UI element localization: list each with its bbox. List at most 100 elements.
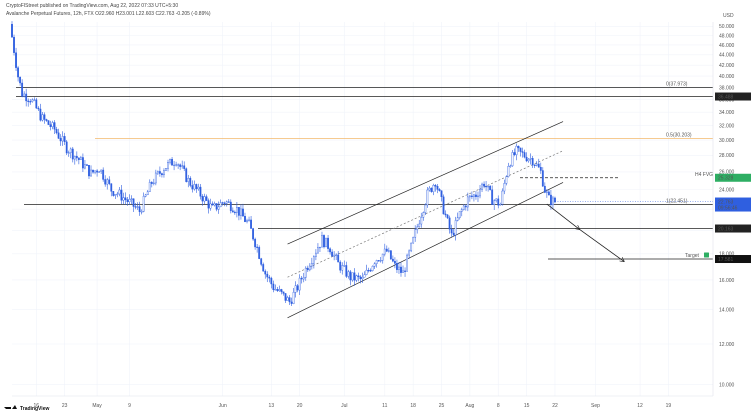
candle [94, 170, 96, 175]
candle [171, 157, 173, 166]
candle [408, 249, 411, 259]
candle [41, 112, 44, 122]
candle [132, 198, 135, 213]
candle [193, 180, 196, 191]
candle-body [114, 194, 117, 196]
candle-body [262, 264, 265, 272]
candle-body [282, 291, 285, 294]
candle [114, 194, 117, 199]
candle [505, 175, 508, 186]
candle-body [264, 270, 267, 275]
candle [454, 216, 457, 241]
candle-body [323, 235, 325, 248]
candle-body [495, 198, 498, 201]
candle-body [41, 114, 44, 121]
channel-line-middle [287, 150, 564, 278]
candle [379, 256, 382, 263]
candle [244, 212, 246, 223]
candle-body [235, 207, 238, 213]
candle-body [274, 289, 277, 291]
candle [79, 155, 82, 160]
y-tick-label: 16.000 [719, 278, 735, 284]
candle [233, 210, 236, 215]
candle [92, 169, 94, 174]
candle-body [367, 269, 370, 272]
candle [270, 276, 273, 289]
candle-body [537, 163, 540, 168]
candle-body [468, 195, 471, 198]
candle [130, 195, 133, 204]
candle [150, 181, 153, 188]
y-tick-label: 32.000 [719, 124, 735, 130]
candle [432, 183, 435, 196]
candle [252, 227, 255, 241]
candle-body [422, 212, 425, 218]
candle [416, 223, 419, 234]
candle-body [396, 263, 398, 270]
candle [63, 132, 66, 145]
candle [396, 259, 398, 274]
candle-body [67, 152, 70, 154]
candle [27, 98, 30, 107]
candle [475, 191, 477, 200]
candle-body [410, 242, 413, 252]
candle [394, 257, 396, 269]
candle-body [300, 277, 303, 280]
candle [187, 174, 190, 188]
candle [134, 202, 137, 210]
candle [456, 212, 459, 222]
candle [398, 262, 400, 274]
candle [75, 151, 78, 162]
candle [209, 198, 212, 211]
candle-body [57, 132, 60, 139]
axis-price-label: 17.581 [718, 257, 734, 263]
candle-body [142, 195, 145, 212]
x-tick-label: 15 [524, 403, 530, 409]
candle-body [55, 129, 58, 134]
candle [402, 265, 404, 273]
candle [412, 236, 415, 244]
candle [527, 158, 530, 163]
candle [329, 247, 331, 255]
candle-body [345, 265, 348, 277]
candle-body [63, 136, 66, 143]
candle-body [475, 194, 477, 197]
candle-body [82, 157, 84, 169]
candle-body [207, 200, 210, 209]
candle-body [446, 214, 449, 219]
candle [367, 267, 370, 273]
candle [112, 190, 115, 197]
axis-price-tag [715, 173, 751, 182]
candle-body [120, 189, 123, 201]
candle [274, 284, 277, 291]
candle-body [497, 198, 500, 206]
x-tick-label: 12 [637, 403, 643, 409]
candle-body [479, 189, 481, 197]
candle [501, 188, 504, 206]
x-tick-label: 18 [410, 403, 416, 409]
candle-body [543, 185, 546, 193]
candle [306, 265, 309, 273]
x-tick-label: 16 [34, 403, 40, 409]
candle-body [158, 171, 161, 174]
candle-body [369, 270, 372, 272]
candle [349, 269, 352, 286]
candle-body [317, 247, 319, 254]
candle [493, 199, 496, 211]
candle [69, 147, 72, 159]
candle-body [416, 226, 419, 230]
candle [223, 201, 226, 207]
candle [448, 215, 451, 234]
candle-body [256, 246, 259, 248]
candle-body [13, 36, 15, 53]
candle-body [227, 201, 230, 203]
candle [351, 272, 354, 282]
candle [361, 272, 364, 284]
candle-body [387, 250, 390, 252]
axis-price-label: 36.488 [718, 94, 734, 100]
candle-body [375, 260, 378, 264]
candle-body [420, 217, 423, 225]
candle [254, 237, 257, 250]
candle [442, 194, 445, 215]
candle-body [17, 67, 19, 78]
